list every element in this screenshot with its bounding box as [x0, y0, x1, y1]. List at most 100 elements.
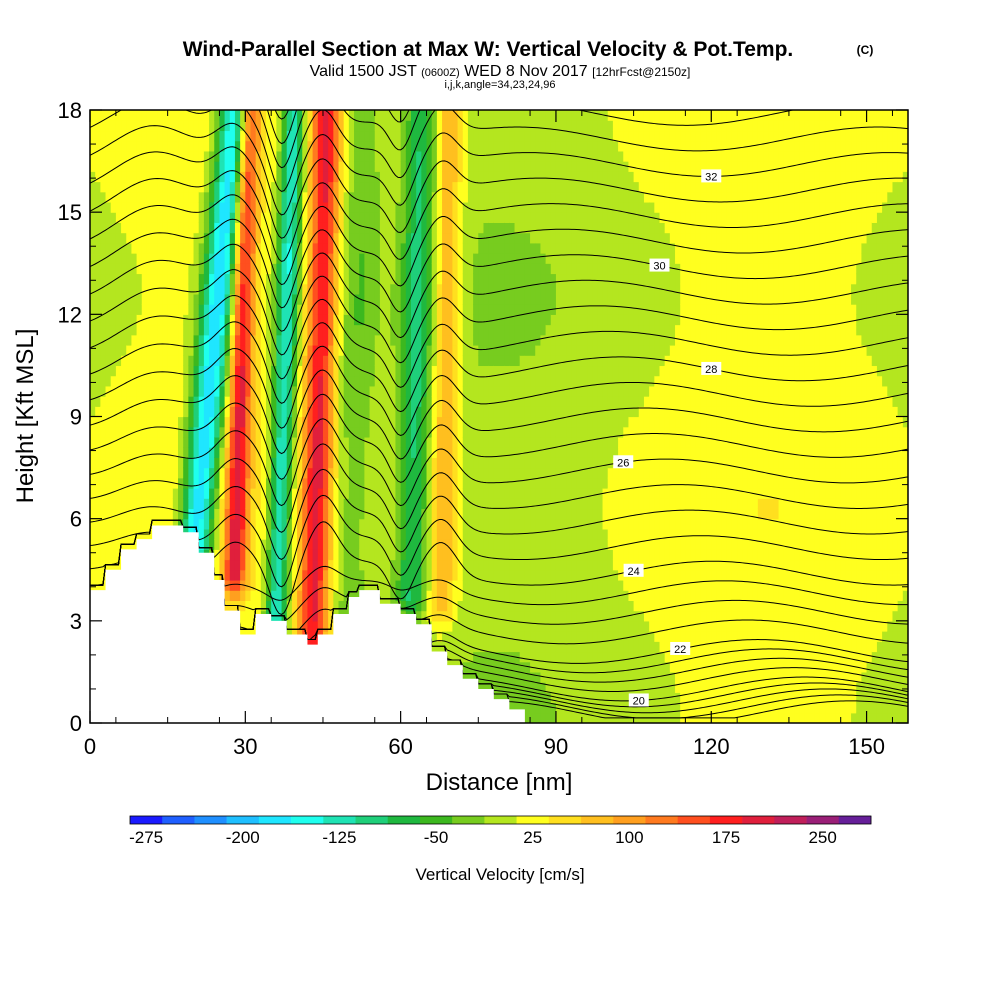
velocity-cell: [354, 283, 360, 295]
velocity-cell: [457, 518, 464, 530]
velocity-cell: [338, 365, 345, 377]
velocity-cell: [271, 498, 277, 510]
velocity-cell: [374, 120, 381, 132]
velocity-cell: [95, 293, 101, 305]
velocity-cell: [121, 508, 127, 520]
velocity-cell: [514, 702, 521, 714]
velocity-cell: [504, 212, 510, 223]
velocity-cell: [374, 171, 381, 183]
velocity-cell: [136, 110, 143, 121]
velocity-cell: [172, 201, 179, 213]
velocity-cell: [90, 253, 96, 264]
velocity-cell: [131, 212, 138, 223]
velocity-cell: [178, 498, 184, 510]
velocity-cell: [462, 436, 469, 448]
velocity-cell: [483, 498, 490, 510]
velocity-cell: [302, 344, 309, 356]
velocity-cell: [203, 406, 210, 418]
velocity-cell: [100, 365, 107, 377]
velocity-cell: [214, 396, 221, 407]
velocity-cell: [250, 365, 257, 377]
velocity-cell: [416, 334, 422, 346]
velocity-cell: [395, 436, 402, 448]
velocity-cell: [203, 273, 210, 285]
velocity-cell: [410, 488, 417, 499]
velocity-cell: [229, 283, 236, 295]
velocity-cell: [359, 518, 365, 530]
velocity-cell: [333, 140, 340, 152]
velocity-cell: [100, 324, 107, 336]
velocity-cell: [322, 539, 329, 550]
velocity-cell: [167, 110, 174, 121]
velocity-cell: [234, 314, 241, 326]
velocity-cell: [219, 130, 226, 142]
velocity-cell: [266, 324, 272, 336]
velocity-cell: [234, 396, 241, 407]
velocity-cell: [255, 375, 262, 387]
velocity-cell: [291, 171, 298, 183]
velocity-cell: [105, 304, 112, 315]
velocity-cell: [209, 324, 215, 336]
velocity-cell: [431, 365, 438, 377]
velocity-cell: [178, 467, 184, 479]
velocity-cell: [90, 477, 96, 489]
velocity-cell: [152, 273, 158, 285]
velocity-cell: [276, 263, 283, 275]
velocity-cell: [250, 263, 257, 275]
velocity-cell: [146, 365, 153, 377]
velocity-cell: [260, 314, 267, 326]
velocity-cell: [214, 539, 221, 550]
velocity-cell: [250, 539, 257, 550]
velocity-cell: [291, 334, 298, 346]
velocity-cell: [457, 253, 464, 264]
velocity-cell: [245, 467, 252, 479]
velocity-cell: [141, 355, 148, 367]
velocity-cell: [219, 508, 226, 520]
velocity-cell: [178, 273, 184, 285]
velocity-cell: [385, 293, 391, 305]
velocity-cell: [504, 263, 510, 275]
velocity-cell: [442, 140, 448, 152]
velocity-cell: [374, 477, 381, 489]
velocity-cell: [364, 569, 371, 581]
velocity-cell: [499, 191, 505, 203]
velocity-cell: [193, 314, 200, 326]
velocity-cell: [245, 263, 252, 275]
velocity-cell: [426, 171, 433, 183]
velocity-cell: [457, 232, 464, 244]
velocity-cell: [136, 191, 143, 203]
velocity-cell: [431, 620, 438, 632]
velocity-cell: [457, 385, 464, 397]
velocity-cell: [157, 375, 164, 387]
velocity-cell: [369, 426, 376, 438]
velocity-cell: [281, 600, 288, 612]
velocity-cell: [266, 283, 272, 295]
velocity-cell: [436, 334, 443, 346]
velocity-cell: [234, 181, 241, 193]
velocity-cell: [219, 150, 226, 162]
velocity-cell: [121, 416, 127, 428]
velocity-cell: [297, 375, 303, 387]
velocity-cell: [183, 263, 189, 275]
velocity-cell: [379, 191, 386, 203]
velocity-cell: [452, 222, 459, 234]
velocity-cell: [276, 355, 283, 367]
velocity-cell: [266, 406, 272, 418]
velocity-cell: [100, 569, 107, 581]
velocity-cell: [126, 283, 133, 295]
velocity-cell: [354, 273, 360, 285]
velocity-cell: [499, 682, 505, 693]
velocity-cell: [348, 508, 355, 520]
velocity-cell: [291, 436, 298, 448]
velocity-cell: [431, 447, 438, 458]
velocity-cell: [457, 641, 464, 653]
velocity-cell: [369, 232, 376, 244]
velocity-cell: [473, 528, 479, 540]
velocity-cell: [110, 365, 117, 377]
velocity-cell: [121, 140, 127, 152]
velocity-cell: [416, 477, 422, 489]
velocity-cell: [343, 212, 350, 223]
velocity-cell: [410, 355, 417, 367]
velocity-cell: [343, 416, 350, 428]
velocity-cell: [519, 651, 526, 663]
